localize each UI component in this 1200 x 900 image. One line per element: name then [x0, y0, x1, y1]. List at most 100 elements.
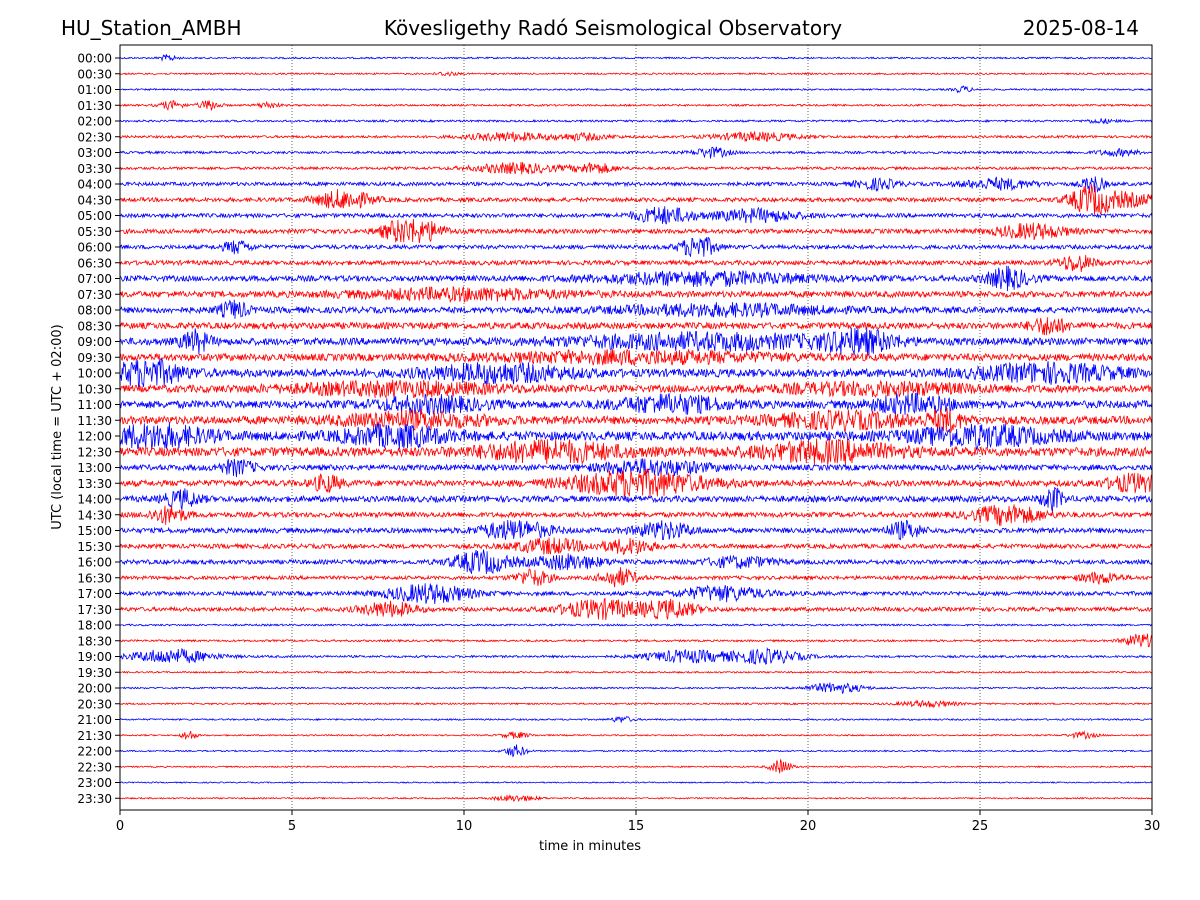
trace-2230 — [120, 758, 1152, 774]
trace-2300 — [120, 781, 1152, 784]
y-tick-label: 16:30 — [77, 571, 112, 585]
trace-2330 — [120, 794, 1152, 803]
y-tick-label: 11:30 — [77, 414, 112, 428]
trace-0700 — [120, 265, 1152, 292]
trace-0930 — [120, 348, 1152, 367]
y-tick-label: 22:30 — [77, 760, 112, 774]
trace-1400 — [120, 486, 1152, 513]
trace-0230 — [120, 130, 1152, 143]
y-tick-label: 17:30 — [77, 603, 112, 617]
trace-1730 — [120, 597, 1152, 620]
trace-0300 — [120, 146, 1152, 159]
chart-title: Kövesligethy Radó Seismological Observat… — [383, 16, 843, 40]
y-tick-label: 09:30 — [77, 351, 112, 365]
y-tick-label: 04:30 — [77, 193, 112, 207]
trace-1100 — [120, 392, 1152, 416]
y-tick-label: 02:00 — [77, 115, 112, 129]
x-tick-label: 25 — [972, 819, 989, 834]
trace-2200 — [120, 744, 1152, 758]
y-tick-label: 02:30 — [77, 130, 112, 144]
y-tick-label: 17:00 — [77, 587, 112, 601]
trace-1700 — [120, 583, 1152, 605]
y-tick-label: 15:30 — [77, 540, 112, 554]
trace-1900 — [120, 646, 1152, 666]
trace-1430 — [120, 504, 1152, 526]
trace-0900 — [120, 327, 1152, 356]
y-tick-label: 13:30 — [77, 477, 112, 491]
x-tick-label: 15 — [628, 819, 645, 834]
x-tick-label: 0 — [116, 819, 124, 834]
y-tick-label: 01:30 — [77, 99, 112, 113]
trace-0000 — [120, 54, 1152, 62]
trace-0100 — [120, 85, 1152, 94]
trace-0130 — [120, 100, 1152, 112]
y-tick-label: 12:00 — [77, 430, 112, 444]
y-tick-label: 04:00 — [77, 178, 112, 192]
trace-0800 — [120, 299, 1152, 319]
x-tick-label: 5 — [288, 819, 296, 834]
y-tick-label: 08:00 — [77, 304, 112, 318]
y-tick-label: 14:00 — [77, 493, 112, 507]
trace-2130 — [120, 730, 1152, 741]
trace-0200 — [120, 118, 1152, 125]
trace-2100 — [120, 715, 1152, 723]
trace-1600 — [120, 549, 1152, 574]
trace-1630 — [120, 567, 1152, 588]
x-tick-label: 30 — [1144, 819, 1161, 834]
grid-lines — [291, 45, 981, 810]
y-tick-label: 16:00 — [77, 556, 112, 570]
y-tick-label: 05:00 — [77, 209, 112, 223]
trace-1300 — [120, 458, 1152, 478]
x-axis-label: time in minutes — [539, 839, 641, 854]
x-axis: 0 5 10 15 20 25 30 — [116, 810, 1160, 834]
trace-1230 — [120, 438, 1152, 465]
y-tick-label: 05:30 — [77, 225, 112, 239]
chart-date: 2025-08-14 — [1022, 16, 1139, 40]
trace-2000 — [120, 682, 1152, 694]
trace-1130 — [120, 408, 1152, 433]
y-tick-label: 20:00 — [77, 682, 112, 696]
trace-0830 — [120, 317, 1152, 336]
y-tick-label: 22:00 — [77, 745, 112, 759]
y-tick-label: 13:00 — [77, 461, 112, 475]
y-tick-label: 23:00 — [77, 776, 112, 790]
trace-0430 — [120, 184, 1152, 216]
trace-1930 — [120, 670, 1152, 674]
y-tick-label: 08:30 — [77, 319, 112, 333]
y-tick-label: 21:00 — [77, 713, 112, 727]
y-tick-label: 00:30 — [77, 67, 112, 81]
y-tick-label: 19:30 — [77, 666, 112, 680]
y-tick-label: 15:00 — [77, 524, 112, 538]
trace-0730 — [120, 285, 1152, 304]
y-tick-label: 18:30 — [77, 634, 112, 648]
y-tick-label: 07:00 — [77, 272, 112, 286]
trace-0500 — [120, 206, 1152, 225]
y-tick-label: 19:00 — [77, 650, 112, 664]
y-tick-label: 06:30 — [77, 256, 112, 270]
y-tick-label: 12:30 — [77, 445, 112, 459]
y-tick-label: 00:00 — [77, 52, 112, 66]
y-tick-label: 14:30 — [77, 508, 112, 522]
y-tick-label: 20:30 — [77, 697, 112, 711]
x-tick-label: 20 — [800, 819, 817, 834]
trace-0030 — [120, 71, 1152, 77]
y-tick-label: 03:30 — [77, 162, 112, 176]
trace-1830 — [120, 633, 1152, 648]
x-tick-label: 10 — [456, 819, 473, 834]
y-tick-label: 03:00 — [77, 146, 112, 160]
y-tick-label: 18:00 — [77, 619, 112, 633]
trace-2030 — [120, 699, 1152, 709]
y-tick-label: 11:00 — [77, 398, 112, 412]
y-tick-label: 23:30 — [77, 792, 112, 806]
traces-group — [120, 54, 1152, 803]
trace-0630 — [120, 254, 1152, 272]
y-tick-label: 10:00 — [77, 367, 112, 381]
trace-1500 — [120, 519, 1152, 541]
y-tick-label: 09:00 — [77, 335, 112, 349]
trace-1000 — [120, 358, 1152, 388]
y-tick-label: 07:30 — [77, 288, 112, 302]
y-axis-label: UTC (local time = UTC + 02:00) — [50, 324, 65, 529]
trace-0600 — [120, 237, 1152, 257]
